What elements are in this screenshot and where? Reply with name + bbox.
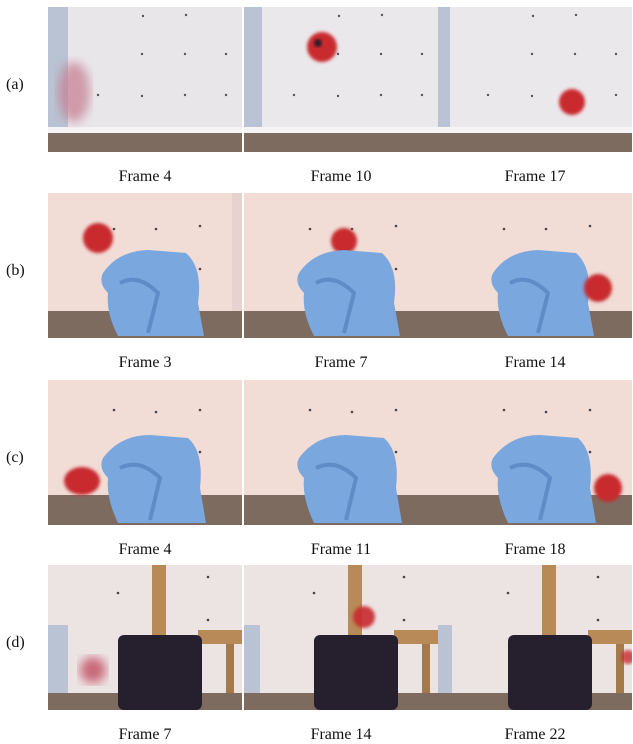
frame-a-3: [438, 7, 632, 152]
frame-c-1: [48, 380, 242, 525]
suitcase: [118, 635, 202, 710]
frame-b-3: [438, 193, 632, 338]
caption-c-1: Frame 4: [118, 541, 172, 558]
ball: [331, 228, 357, 254]
ball: [353, 606, 375, 628]
suitcase: [508, 635, 592, 710]
row-label-b: (b): [6, 262, 25, 279]
caption-c-3: Frame 18: [504, 541, 566, 558]
ball: [594, 474, 622, 502]
frame-b-2: [244, 193, 438, 338]
frame-c-2: [244, 380, 438, 525]
caption-d-1: Frame 7: [118, 726, 172, 743]
row-label-a: (a): [6, 76, 24, 93]
caption-c-2: Frame 11: [310, 541, 372, 558]
ball: [58, 62, 90, 122]
ball: [64, 467, 100, 495]
frame-a-2: [244, 7, 438, 152]
ball: [80, 657, 106, 683]
ball: [307, 32, 337, 62]
frame-b-1: [48, 193, 242, 338]
caption-a-3: Frame 17: [504, 168, 566, 185]
ball: [584, 274, 612, 302]
caption-b-2: Frame 7: [314, 354, 368, 371]
ball: [559, 89, 585, 115]
caption-b-1: Frame 3: [118, 354, 172, 371]
row-label-c: (c): [6, 449, 24, 466]
caption-d-3: Frame 22: [504, 726, 566, 743]
frame-c-3: [438, 380, 632, 525]
row-label-d: (d): [6, 634, 25, 651]
ball: [83, 223, 113, 253]
ball: [621, 650, 632, 664]
frame-d-2: [244, 565, 438, 710]
caption-a-1: Frame 4: [118, 168, 172, 185]
caption-a-2: Frame 10: [310, 168, 372, 185]
frame-a-1: [48, 7, 242, 152]
caption-b-3: Frame 14: [504, 354, 566, 371]
frame-d-1: [48, 565, 242, 710]
caption-d-2: Frame 14: [310, 726, 372, 743]
suitcase: [314, 635, 398, 710]
frame-d-3: [438, 565, 632, 710]
